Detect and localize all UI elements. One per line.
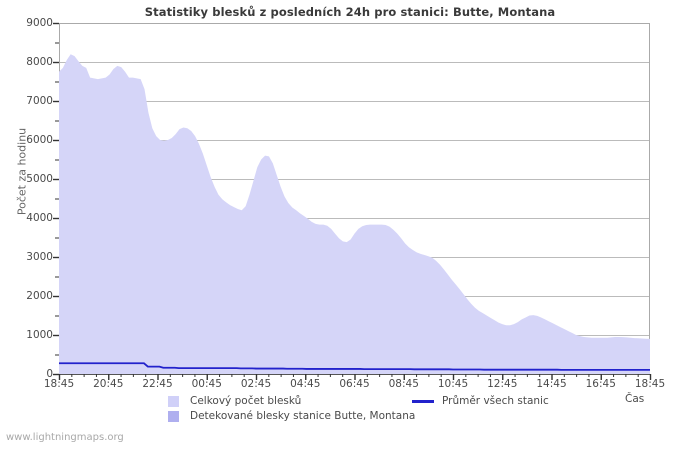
x-tick-label: 14:45: [536, 378, 567, 390]
chart-title: Statistiky blesků z posledních 24h pro s…: [144, 5, 556, 19]
y-tick-label: 0: [46, 368, 53, 380]
legend-line-average: [412, 400, 434, 403]
y-tick-label: 7000: [26, 95, 53, 107]
y-tick-label: 1000: [26, 329, 53, 341]
x-axis-title: Čas: [625, 393, 645, 405]
x-tick-label: 16:45: [585, 378, 616, 390]
legend-swatch-station: [168, 411, 179, 422]
legend-swatch-total: [168, 396, 179, 407]
x-tick-label: 18:45: [43, 378, 75, 390]
y-tick-label: 3000: [26, 251, 53, 263]
y-tick-label: 5000: [26, 173, 53, 185]
x-tick-label: 18:45: [634, 378, 666, 390]
y-tick-label: 9000: [26, 17, 53, 29]
x-tick-label: 22:45: [142, 378, 173, 390]
x-tick-label: 12:45: [487, 378, 518, 390]
legend-label-total: Celkový počet blesků: [190, 395, 302, 407]
x-tick-label: 20:45: [93, 378, 124, 390]
x-tick-label: 00:45: [191, 378, 222, 390]
x-tick-label: 08:45: [388, 378, 419, 390]
legend-label-station: Detekované blesky stanice Butte, Montana: [190, 410, 416, 422]
x-tick-label: 06:45: [339, 378, 370, 390]
y-axis-tick-labels: 0 1000 2000 3000 4000 5000 6000 7000 8000 9000: [0, 0, 53, 450]
y-tick-label: 8000: [26, 56, 53, 68]
x-tick-label: 02:45: [240, 378, 272, 390]
x-tick-label: 04:45: [290, 378, 321, 390]
y-tick-label: 4000: [26, 212, 53, 224]
x-tick-label: 10:45: [437, 378, 469, 390]
y-tick-label: 6000: [26, 134, 53, 146]
y-tick-label: 2000: [26, 290, 53, 302]
source-watermark: www.lightningmaps.org: [6, 432, 124, 443]
chart-legend: Celkový počet blesků Detekované blesky s…: [0, 393, 700, 425]
legend-label-average: Průměr všech stanic: [442, 395, 549, 407]
